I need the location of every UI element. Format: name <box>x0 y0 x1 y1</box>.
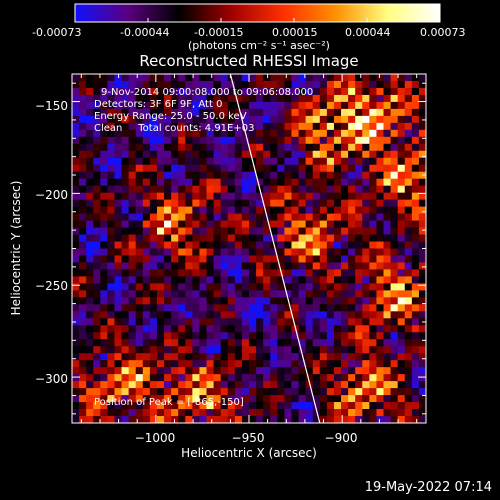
footer-date: 19-May-2022 07:14 <box>364 480 492 495</box>
colorbar-ticks <box>74 18 441 22</box>
y-tick-label: −300 <box>35 372 68 386</box>
colorbar-tick-label: 0.00015 <box>272 26 318 39</box>
colorbar-tick-label: 0.00073 <box>420 26 466 39</box>
y-tick-label: −150 <box>35 99 68 113</box>
y-tick-label: −200 <box>35 188 68 202</box>
solar-limb-line <box>229 73 321 424</box>
colorbar-tick-label: -0.00044 <box>120 26 170 39</box>
chart-title: Reconstructed RHESSI Image <box>139 52 359 70</box>
annotation-peak: Position of Peak = [-865,-150] <box>94 397 244 408</box>
colorbar-tick-label: -0.00073 <box>32 26 82 39</box>
annotation-energy: Energy Range: 25.0 - 50.0 keV <box>94 111 247 122</box>
colorbar-tick-label: -0.00015 <box>194 26 244 39</box>
heatmap-image <box>72 74 426 423</box>
annotation-clean: Clean Total counts: 4.91E+03 <box>94 123 255 134</box>
x-axis-label: Heliocentric X (arcsec) <box>181 446 317 460</box>
colorbar-units: (photons cm⁻² s⁻¹ asec⁻²) <box>188 39 330 52</box>
x-tick-label: −1000 <box>134 431 176 445</box>
axis-ticks <box>72 74 426 423</box>
x-tick-label: −950 <box>231 431 265 445</box>
x-tick-label: −900 <box>324 431 358 445</box>
colorbar-tick-label: 0.00044 <box>345 26 391 39</box>
annotation-time: 9-Nov-2014 09:00:08.000 to 09:06:08.000 <box>101 87 314 98</box>
y-tick-label: −250 <box>35 279 68 293</box>
annotation-detectors: Detectors: 3F 6F 9F, Att 0 <box>94 99 223 110</box>
y-axis-label: Heliocentric Y (arcsec) <box>9 180 23 316</box>
colorbar <box>74 3 441 23</box>
